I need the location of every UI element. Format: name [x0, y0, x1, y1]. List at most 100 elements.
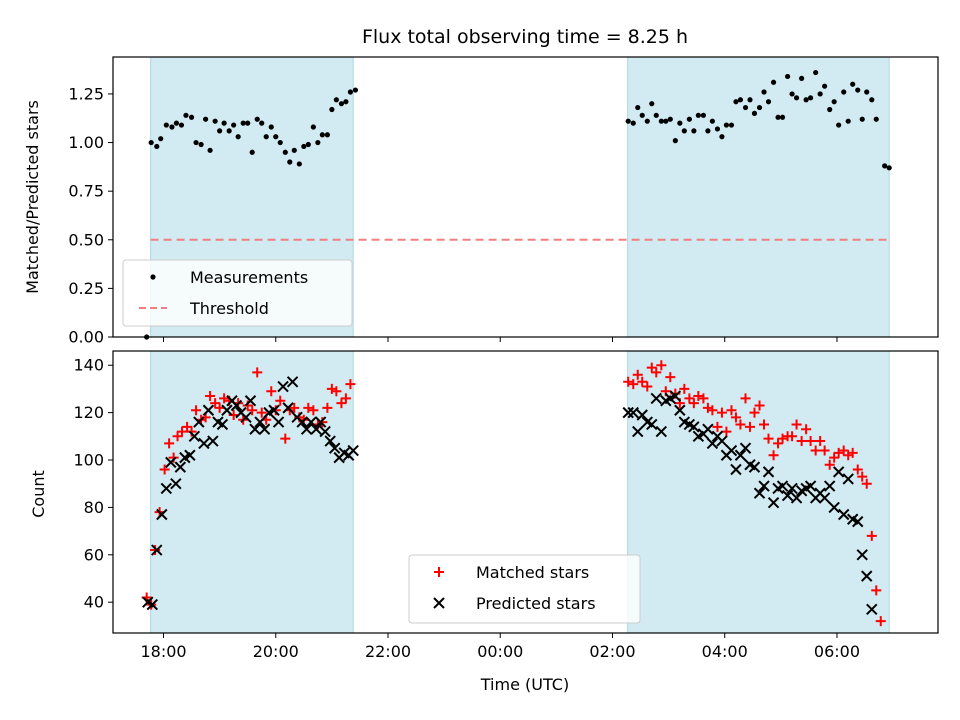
measurement-point — [183, 112, 189, 118]
predicted-star-point — [776, 480, 789, 492]
matched-star-point — [698, 393, 709, 404]
matched-star-point — [159, 464, 170, 475]
measurement-point — [728, 122, 735, 128]
matched-star-point — [303, 402, 314, 413]
predicted-star-point — [786, 482, 798, 495]
matched-star-point — [177, 426, 188, 437]
y-tick-label: 120 — [73, 403, 104, 422]
matched-star-point — [256, 407, 267, 418]
matched-star-point — [815, 436, 826, 447]
predicted-star-point — [202, 404, 215, 416]
matched-star-point — [247, 405, 258, 416]
measurement-point — [296, 161, 302, 167]
legend: Matched stars Predicted stars — [408, 554, 641, 624]
predicted-star-point — [300, 423, 313, 435]
measurement-point — [639, 112, 645, 118]
predicted-star-point — [650, 392, 662, 405]
x-axis-label: Time (UTC) — [480, 675, 569, 694]
measurement-point — [700, 112, 707, 118]
measurement-point — [864, 89, 870, 95]
measurement-point — [799, 75, 805, 81]
matched-star-point — [847, 447, 858, 458]
predicted-star-point — [268, 404, 280, 416]
measurement-point — [658, 118, 664, 124]
measurement-point — [301, 143, 307, 150]
measurement-point — [691, 128, 697, 134]
matched-star-point — [777, 433, 788, 444]
predicted-star-point — [758, 480, 770, 492]
matched-star-point — [289, 402, 300, 413]
measurement-point — [756, 104, 763, 111]
measurement-point — [841, 89, 847, 95]
y-tick-label: 60 — [84, 545, 104, 564]
bottom-panel: 40 60 80 100 120 140 18:00 20:00 22:00 00:00 02:00… — [73, 350, 939, 661]
predicted-star-point — [828, 501, 840, 514]
matched-star-point — [796, 436, 807, 447]
matched-star-point — [214, 402, 225, 413]
measurement-point — [649, 101, 655, 107]
measurement-point — [217, 128, 223, 134]
predicted-star-point — [632, 425, 644, 438]
measurement-point — [352, 87, 359, 93]
predicted-star-point — [272, 416, 285, 428]
predicted-star-point — [702, 423, 714, 435]
predicted-star-point — [314, 416, 327, 428]
predicted-star-point — [767, 496, 780, 509]
measurement-point — [198, 141, 204, 148]
predicted-star-point — [832, 466, 845, 478]
matched-star-point — [266, 386, 277, 397]
matched-star-point — [744, 421, 755, 432]
predicted-star-point — [842, 473, 854, 485]
measurement-point — [827, 106, 833, 113]
matched-star-point — [182, 421, 193, 432]
matched-star-point — [730, 412, 741, 423]
measurement-point — [723, 122, 730, 128]
top-y-axis-label: Matched/Predicted stars — [23, 100, 42, 294]
measurement-point — [761, 89, 767, 95]
measurement-point — [644, 118, 650, 124]
measurement-point — [310, 124, 316, 130]
matched-star-point — [317, 417, 328, 428]
top-panel: 0.00 0.25 0.50 0.75 1.00 1.25 Measurements Thre… — [68, 56, 939, 347]
matched-star-point — [651, 367, 662, 378]
measurement-point — [273, 134, 279, 140]
predicted-star-point — [866, 603, 878, 616]
matched-star-point — [210, 398, 221, 409]
matched-star-point — [646, 362, 657, 373]
measurement-point — [836, 122, 842, 128]
predicted-star-point — [725, 444, 738, 457]
measurement-point — [203, 116, 209, 122]
legend-label: Matched stars — [476, 563, 589, 582]
matched-star-point — [707, 405, 718, 416]
measurement-point — [681, 128, 687, 134]
measurement-point — [737, 97, 744, 103]
matched-star-point — [336, 398, 347, 409]
legend-marker — [433, 597, 445, 609]
matched-star-point — [331, 386, 342, 397]
measurement-point — [277, 139, 283, 146]
measurement-point — [154, 143, 160, 150]
matched-star-point — [759, 419, 770, 430]
predicted-star-point — [739, 442, 752, 454]
measurement-point — [793, 95, 800, 101]
legend-marker — [150, 274, 156, 280]
matched-star-point — [754, 400, 765, 411]
chart-title: Flux total observing time = 8.25 h — [362, 26, 688, 48]
matched-star-point — [637, 376, 648, 387]
predicted-star-point — [627, 406, 639, 419]
predicted-star-point — [244, 395, 257, 407]
predicted-star-point — [193, 416, 205, 428]
predicted-star-point — [240, 411, 252, 424]
matched-star-point — [740, 393, 751, 404]
measurement-point — [259, 120, 265, 126]
legend: Measurements Threshold — [122, 259, 353, 327]
legend-label: Measurements — [190, 268, 308, 287]
measurement-point — [709, 118, 715, 124]
matched-star-point — [726, 405, 737, 416]
predicted-star-point — [156, 508, 168, 521]
predicted-star-point — [674, 404, 686, 416]
measurement-point — [813, 69, 819, 76]
predicted-star-point — [804, 480, 817, 492]
measurement-point — [254, 116, 260, 122]
measurement-point — [822, 83, 828, 89]
